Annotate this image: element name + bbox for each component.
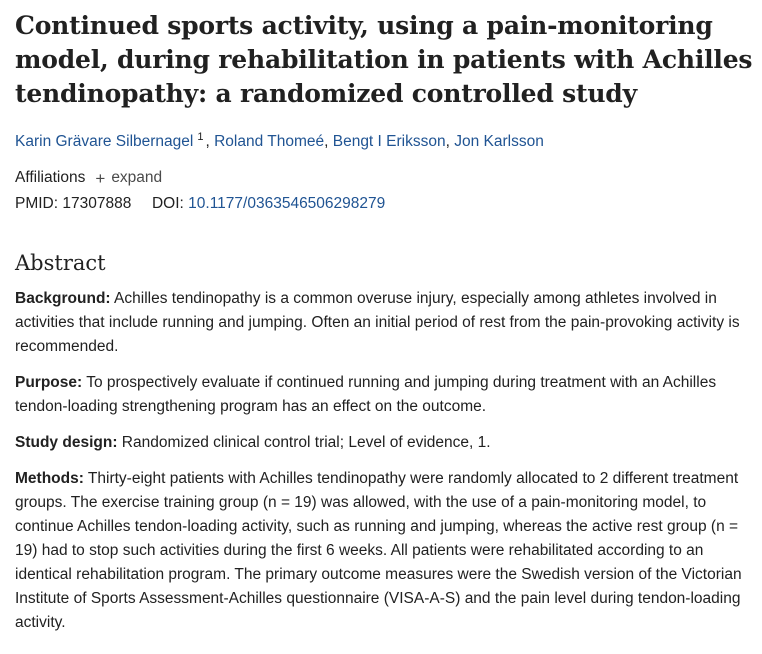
section-text: Achilles tendinopathy is a common overus…: [15, 290, 740, 355]
section-text: To prospectively evaluate if continued r…: [15, 374, 717, 415]
doi-link[interactable]: 10.1177/0363546506298279: [188, 195, 386, 212]
affiliations-label: Affiliations: [15, 169, 86, 186]
abstract-purpose: Purpose: To prospectively evaluate if co…: [15, 371, 755, 419]
article-title: Continued sports activity, using a pain-…: [15, 11, 753, 108]
author-separator: ,: [324, 133, 333, 150]
author-link[interactable]: Karin Grävare Silbernagel: [15, 133, 194, 150]
abstract-background: Background: Achilles tendinopathy is a c…: [15, 287, 755, 359]
section-text: Randomized clinical control trial; Level…: [121, 434, 491, 451]
pmid-label: PMID:: [15, 195, 59, 212]
affiliation-superscript[interactable]: 1: [197, 130, 204, 143]
author-list: Karin Grävare Silbernagel 1, Roland Thome…: [15, 131, 755, 153]
identifiers-row: PMID: 17307888 DOI: 10.1177/036354650629…: [15, 193, 755, 215]
author-link[interactable]: Roland Thomeé: [214, 133, 325, 150]
abstract-heading: Abstract: [15, 251, 106, 275]
section-label: Study design:: [15, 434, 118, 451]
plus-icon: +: [95, 168, 106, 188]
abstract-methods: Methods: Thirty-eight patients with Achi…: [15, 467, 755, 635]
author-separator: ,: [445, 133, 455, 150]
pmid-value: 17307888: [62, 195, 132, 212]
section-text: Thirty-eight patients with Achilles tend…: [15, 470, 742, 631]
author-link[interactable]: Bengt I Eriksson: [332, 133, 446, 150]
doi-label: DOI:: [151, 195, 184, 212]
article-page: Continued sports activity, using a pain-…: [15, 0, 755, 635]
section-label: Background:: [15, 290, 111, 307]
author-link[interactable]: Jon Karlsson: [454, 133, 544, 150]
expand-affiliations-button[interactable]: + expand: [95, 167, 162, 189]
section-label: Purpose:: [15, 374, 83, 391]
section-label: Methods:: [15, 470, 84, 487]
affiliations-row: Affiliations + expand: [15, 167, 755, 189]
abstract-study-design: Study design: Randomized clinical contro…: [15, 431, 755, 455]
expand-label: expand: [111, 169, 163, 186]
author-separator: ,: [205, 133, 215, 150]
